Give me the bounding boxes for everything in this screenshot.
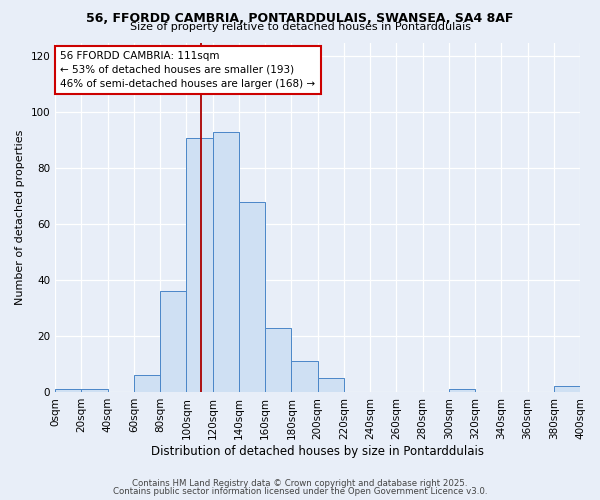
Bar [160,292,187,392]
Text: Contains public sector information licensed under the Open Government Licence v3: Contains public sector information licen… [113,487,487,496]
Text: 56, FFORDD CAMBRIA, PONTARDDULAIS, SWANSEA, SA4 8AF: 56, FFORDD CAMBRIA, PONTARDDULAIS, SWANS… [86,12,514,24]
X-axis label: Distribution of detached houses by size in Pontarddulais: Distribution of detached houses by size … [151,444,484,458]
Bar [449,390,475,392]
Text: 56 FFORDD CAMBRIA: 111sqm
← 53% of detached houses are smaller (193)
46% of semi: 56 FFORDD CAMBRIA: 111sqm ← 53% of detac… [61,51,316,89]
Bar [265,328,292,392]
Bar [317,378,344,392]
Bar [554,386,580,392]
Bar [239,202,265,392]
Bar [134,376,160,392]
Bar [212,132,239,392]
Bar [292,362,317,392]
Bar [82,390,107,392]
Text: Contains HM Land Registry data © Crown copyright and database right 2025.: Contains HM Land Registry data © Crown c… [132,480,468,488]
Y-axis label: Number of detached properties: Number of detached properties [15,130,25,305]
Bar [55,390,82,392]
Text: Size of property relative to detached houses in Pontarddulais: Size of property relative to detached ho… [130,22,470,32]
Bar [187,138,212,392]
